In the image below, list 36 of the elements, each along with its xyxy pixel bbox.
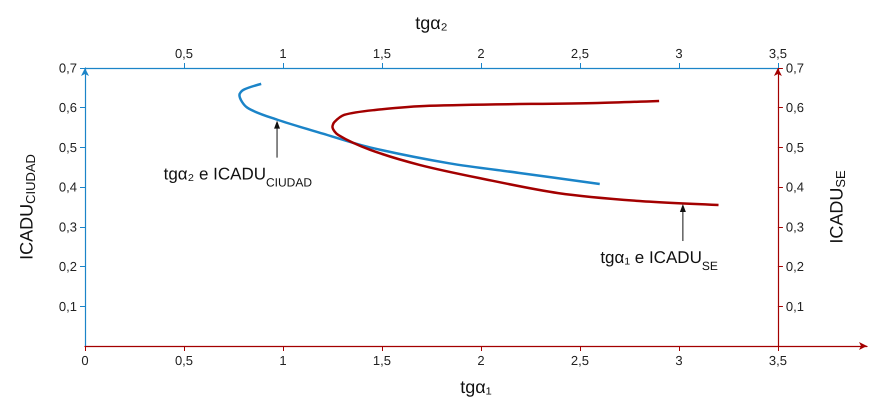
annotation: tgα₁ e ICADU$_{SE}$ bbox=[600, 248, 718, 274]
y-tick-label: 0,5 bbox=[58, 140, 77, 155]
y2-axis-title: ICADUSE bbox=[826, 170, 848, 244]
y-tick-label: 0,3 bbox=[58, 219, 77, 234]
x-tick-label: 0,5 bbox=[174, 353, 194, 368]
y2-tick-label: 0,1 bbox=[786, 298, 804, 314]
y-tick-label: 0,7 bbox=[58, 60, 77, 76]
y-tick-label: 0,6 bbox=[58, 100, 77, 116]
x-tick-label: 3 bbox=[675, 353, 683, 368]
x2-tick-label: 0,5 bbox=[174, 46, 194, 61]
annotation: tgα₂ e ICADU$_{CIUDAD}$ bbox=[164, 164, 312, 190]
y2-tick-label: 0,5 bbox=[786, 140, 804, 155]
y-tick-label: 0,1 bbox=[58, 298, 77, 314]
x2-tick-label: 2 bbox=[477, 46, 485, 61]
y2-tick-label: 0,6 bbox=[786, 100, 804, 116]
x2-tick-label: 3 bbox=[675, 46, 683, 61]
y-tick-label: 0,4 bbox=[58, 180, 77, 195]
x-tick-label: 1 bbox=[279, 353, 287, 368]
x2-tick-label: 1,5 bbox=[372, 46, 391, 61]
line-series bbox=[331, 100, 720, 206]
x-tick-label: 2,5 bbox=[570, 353, 589, 368]
x2-axis-title: tgα₂ bbox=[415, 13, 448, 33]
y-tick-label: 0,2 bbox=[58, 259, 77, 274]
x2-tick-label: 2,5 bbox=[570, 46, 589, 61]
y2-tick-label: 0,3 bbox=[786, 219, 804, 234]
x2-tick-label: 1 bbox=[279, 46, 287, 61]
x-axis-title: tgα₁ bbox=[460, 377, 492, 397]
x-tick-label: 1,5 bbox=[372, 353, 391, 368]
y-axis-title: ICADUCIUDAD bbox=[16, 154, 38, 260]
x-tick-label: 0 bbox=[81, 353, 89, 368]
y2-tick-label: 0,7 bbox=[786, 60, 804, 76]
y2-tick-label: 0,4 bbox=[786, 180, 804, 195]
x-tick-label: 3,5 bbox=[768, 353, 787, 368]
x-tick-label: 2 bbox=[477, 353, 485, 368]
x2-tick-label: 3,5 bbox=[768, 46, 787, 61]
y2-tick-label: 0,2 bbox=[786, 259, 804, 274]
